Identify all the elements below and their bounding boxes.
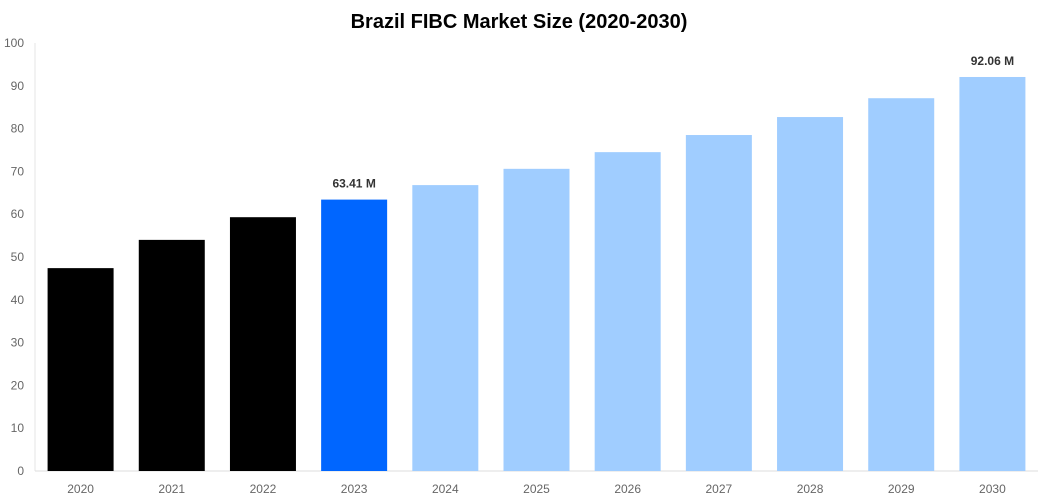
y-tick-label: 20 <box>11 378 25 392</box>
y-tick-label: 10 <box>11 421 25 435</box>
bar-2029 <box>868 98 935 471</box>
bar-2030 <box>959 76 1026 471</box>
y-tick-label: 30 <box>11 336 25 350</box>
y-tick-label: 70 <box>11 164 25 178</box>
y-tick-label: 40 <box>11 293 25 307</box>
x-tick-label: 2020 <box>67 482 94 496</box>
bar-2020 <box>47 268 114 471</box>
x-tick-label: 2026 <box>614 482 641 496</box>
bar-2025 <box>503 168 570 471</box>
bar-2026 <box>594 152 661 471</box>
bar-2027 <box>685 135 752 471</box>
y-tick-label: 0 <box>17 464 24 478</box>
x-tick-label: 2024 <box>432 482 459 496</box>
bar-2021 <box>138 239 205 471</box>
x-tick-label: 2029 <box>888 482 915 496</box>
bar-2023 <box>321 199 388 471</box>
x-tick-label: 2023 <box>341 482 368 496</box>
bar-2022 <box>229 217 296 471</box>
x-tick-label: 2030 <box>979 482 1006 496</box>
data-label: 92.06 M <box>971 54 1014 68</box>
x-tick-label: 2028 <box>797 482 824 496</box>
bar-2028 <box>777 117 844 471</box>
x-tick-label: 2021 <box>158 482 185 496</box>
x-tick-label: 2022 <box>250 482 277 496</box>
x-tick-label: 2027 <box>706 482 733 496</box>
data-label: 63.41 M <box>332 177 375 191</box>
y-tick-label: 80 <box>11 122 25 136</box>
chart-title: Brazil FIBC Market Size (2020-2030) <box>351 11 688 33</box>
bar-2024 <box>412 185 479 471</box>
y-tick-label: 50 <box>11 250 25 264</box>
x-tick-label: 2025 <box>523 482 550 496</box>
y-tick-label: 60 <box>11 207 25 221</box>
y-tick-label: 90 <box>11 79 25 93</box>
y-tick-label: 100 <box>4 36 24 50</box>
